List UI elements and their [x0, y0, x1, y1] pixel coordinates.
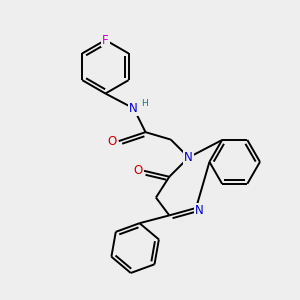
Text: N: N [129, 102, 138, 115]
Text: F: F [102, 34, 109, 46]
Text: N: N [184, 151, 193, 164]
Text: O: O [133, 164, 142, 177]
Text: N: N [195, 204, 203, 218]
Text: O: O [108, 135, 117, 148]
Text: H: H [142, 99, 148, 108]
